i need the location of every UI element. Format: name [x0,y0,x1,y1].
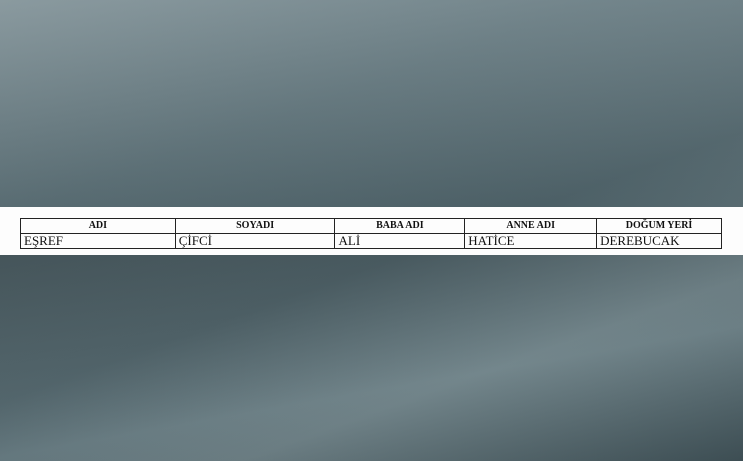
header-cell: ADI [20,218,176,234]
table-body: EŞREF ÇİFCİ ALİ HATİCE DEREBUCAK [20,233,722,249]
table-cell: EŞREF [20,233,176,249]
record-table: ADI SOYADI BABA ADI ANNE ADI DOĞUM YERİ EŞRE… [20,218,722,249]
header-cell: DOĞUM YERİ [596,218,722,234]
background-photo-top [0,0,743,207]
table-cell: ALİ [334,233,466,249]
background-photo-bottom [0,255,743,461]
header-cell: ANNE ADI [464,218,598,234]
header-cell: BABA ADI [334,218,466,234]
table-cell: DEREBUCAK [596,233,722,249]
table-strip: ADI SOYADI BABA ADI ANNE ADI DOĞUM YERİ EŞRE… [0,207,743,255]
table-row: EŞREF ÇİFCİ ALİ HATİCE DEREBUCAK [20,233,722,249]
header-row: ADI SOYADI BABA ADI ANNE ADI DOĞUM YERİ [20,218,722,234]
table-cell: ÇİFCİ [174,233,336,249]
header-cell: SOYADI [174,218,336,234]
table-cell: HATİCE [464,233,598,249]
